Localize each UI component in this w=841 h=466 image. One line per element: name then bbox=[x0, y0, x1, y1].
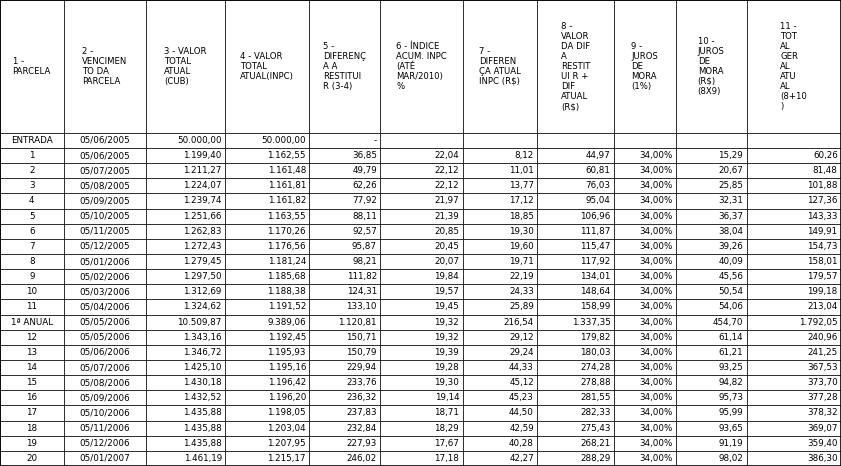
Bar bbox=[537, 315, 614, 329]
Text: 5: 5 bbox=[29, 212, 34, 220]
Bar bbox=[537, 193, 614, 208]
Bar bbox=[747, 345, 841, 360]
Bar bbox=[0, 390, 64, 405]
Text: 19,32: 19,32 bbox=[435, 333, 459, 342]
Text: 20,45: 20,45 bbox=[434, 242, 459, 251]
Text: 4 - VALOR
TOTAL
ATUAL(INPC): 4 - VALOR TOTAL ATUAL(INPC) bbox=[241, 52, 294, 81]
Bar bbox=[747, 208, 841, 224]
Bar bbox=[463, 178, 537, 193]
Text: 1.191,52: 1.191,52 bbox=[267, 302, 306, 311]
Bar bbox=[380, 0, 463, 133]
Bar bbox=[380, 254, 463, 269]
Bar bbox=[145, 345, 225, 360]
Text: 39,26: 39,26 bbox=[718, 242, 743, 251]
Text: 05/08/2005: 05/08/2005 bbox=[79, 181, 130, 190]
Bar bbox=[0, 224, 64, 239]
Bar bbox=[145, 269, 225, 284]
Bar bbox=[675, 300, 747, 315]
Text: 216,54: 216,54 bbox=[504, 318, 534, 327]
Bar bbox=[463, 239, 537, 254]
Bar bbox=[463, 345, 537, 360]
Text: 454,70: 454,70 bbox=[713, 318, 743, 327]
Text: 05/01/2007: 05/01/2007 bbox=[79, 454, 130, 463]
Text: 10: 10 bbox=[26, 288, 37, 296]
Bar bbox=[614, 163, 675, 178]
Text: 34,00%: 34,00% bbox=[639, 439, 672, 448]
Bar bbox=[0, 375, 64, 390]
Text: 1.161,82: 1.161,82 bbox=[267, 197, 306, 206]
Text: 6: 6 bbox=[29, 227, 34, 236]
Bar bbox=[309, 163, 380, 178]
Bar bbox=[64, 254, 145, 269]
Bar bbox=[64, 315, 145, 329]
Bar bbox=[0, 193, 64, 208]
Text: 278,88: 278,88 bbox=[580, 378, 611, 387]
Text: 15: 15 bbox=[26, 378, 37, 387]
Bar bbox=[463, 224, 537, 239]
Bar bbox=[537, 420, 614, 436]
Bar bbox=[0, 436, 64, 451]
Bar bbox=[225, 345, 309, 360]
Bar bbox=[614, 315, 675, 329]
Bar bbox=[145, 178, 225, 193]
Text: 22,04: 22,04 bbox=[435, 151, 459, 160]
Text: 237,83: 237,83 bbox=[346, 409, 377, 418]
Text: 111,82: 111,82 bbox=[346, 272, 377, 281]
Bar bbox=[675, 148, 747, 163]
Bar bbox=[380, 284, 463, 299]
Text: 17,12: 17,12 bbox=[509, 197, 534, 206]
Text: 24,33: 24,33 bbox=[509, 288, 534, 296]
Bar bbox=[380, 193, 463, 208]
Bar bbox=[309, 224, 380, 239]
Bar bbox=[747, 405, 841, 420]
Bar bbox=[463, 208, 537, 224]
Bar bbox=[463, 329, 537, 345]
Bar bbox=[614, 451, 675, 466]
Bar bbox=[380, 148, 463, 163]
Bar bbox=[747, 133, 841, 148]
Text: 1.346,72: 1.346,72 bbox=[183, 348, 222, 357]
Text: 373,70: 373,70 bbox=[807, 378, 838, 387]
Bar bbox=[64, 208, 145, 224]
Text: 05/07/2006: 05/07/2006 bbox=[79, 363, 130, 372]
Text: 1.324,62: 1.324,62 bbox=[183, 302, 222, 311]
Bar bbox=[225, 420, 309, 436]
Bar bbox=[380, 239, 463, 254]
Text: 34,00%: 34,00% bbox=[639, 181, 672, 190]
Bar bbox=[537, 405, 614, 420]
Text: 40,28: 40,28 bbox=[509, 439, 534, 448]
Text: 1.461,19: 1.461,19 bbox=[183, 454, 222, 463]
Bar bbox=[0, 345, 64, 360]
Text: 17,18: 17,18 bbox=[434, 454, 459, 463]
Text: 232,84: 232,84 bbox=[346, 424, 377, 432]
Text: 6 - ÍNDICE
ACUM. INPC
(ATÉ
MAR/2010)
%: 6 - ÍNDICE ACUM. INPC (ATÉ MAR/2010) % bbox=[396, 41, 447, 91]
Bar bbox=[614, 345, 675, 360]
Text: 1.199,40: 1.199,40 bbox=[183, 151, 222, 160]
Bar bbox=[463, 451, 537, 466]
Text: 34,00%: 34,00% bbox=[639, 318, 672, 327]
Text: 227,93: 227,93 bbox=[346, 439, 377, 448]
Bar bbox=[145, 0, 225, 133]
Bar bbox=[614, 284, 675, 299]
Bar bbox=[225, 284, 309, 299]
Bar bbox=[747, 163, 841, 178]
Bar bbox=[380, 300, 463, 315]
Text: 36,37: 36,37 bbox=[718, 212, 743, 220]
Bar bbox=[145, 193, 225, 208]
Text: 1.198,05: 1.198,05 bbox=[267, 409, 306, 418]
Bar bbox=[225, 178, 309, 193]
Text: 1.251,66: 1.251,66 bbox=[183, 212, 222, 220]
Text: 1.161,48: 1.161,48 bbox=[267, 166, 306, 175]
Text: 149,91: 149,91 bbox=[807, 227, 838, 236]
Bar bbox=[675, 420, 747, 436]
Text: 62,26: 62,26 bbox=[352, 181, 377, 190]
Bar bbox=[309, 269, 380, 284]
Bar bbox=[145, 315, 225, 329]
Text: 5 -
DIFERENÇ
A A
RESTITUI
R (3-4): 5 - DIFERENÇ A A RESTITUI R (3-4) bbox=[323, 42, 367, 91]
Bar bbox=[675, 436, 747, 451]
Text: 05/06/2005: 05/06/2005 bbox=[79, 151, 130, 160]
Text: 05/06/2006: 05/06/2006 bbox=[79, 348, 130, 357]
Bar bbox=[309, 375, 380, 390]
Text: 14: 14 bbox=[26, 363, 37, 372]
Bar bbox=[747, 390, 841, 405]
